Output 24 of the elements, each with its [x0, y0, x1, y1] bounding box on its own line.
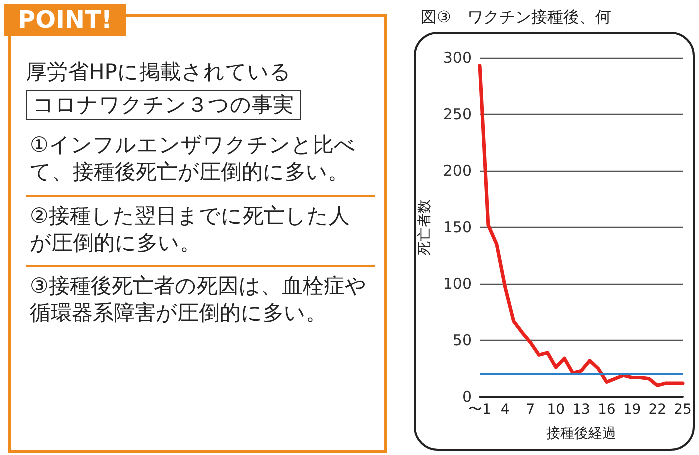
text: 厚労省HPに掲載されている [26, 59, 292, 86]
y-tick-label: 50 [452, 332, 472, 350]
x-tick-label: 13 [572, 402, 590, 418]
y-tick-label: 100 [443, 275, 472, 293]
y-tick-label: 150 [443, 218, 472, 236]
x-tick-label: 25 [674, 402, 692, 418]
x-axis-title: 接種後経過 [546, 426, 616, 442]
x-tick-label: 19 [623, 402, 642, 418]
text: ③接種後死亡者の死因は、血栓症や循環器系障害が圧倒的に多い。 [26, 265, 375, 336]
line-series [478, 64, 685, 388]
x-tick-label: 22 [648, 402, 667, 418]
x-tick-label: 10 [547, 402, 566, 418]
y-tick-label: 300 [443, 49, 472, 67]
y-axis-title: 死亡者数 [417, 200, 433, 256]
text: ①インフルエンザワクチンと比べて、接種後死亡が圧倒的に多い。 [29, 132, 357, 186]
y-tick-label: 200 [443, 162, 472, 180]
x-tick-label: 7 [526, 402, 536, 418]
x-tick-label: 16 [598, 402, 616, 418]
text: ②接種した翌日までに死亡した人が圧倒的に多い。 [26, 194, 375, 266]
x-tick-label: 4 [500, 402, 510, 418]
y-tick-label: 250 [443, 106, 472, 124]
chart-title: 図③ ワクチン接種後、何 [421, 8, 612, 26]
text: コロナワクチン３つの事実 [26, 90, 301, 120]
text: POINT! [4, 4, 126, 36]
